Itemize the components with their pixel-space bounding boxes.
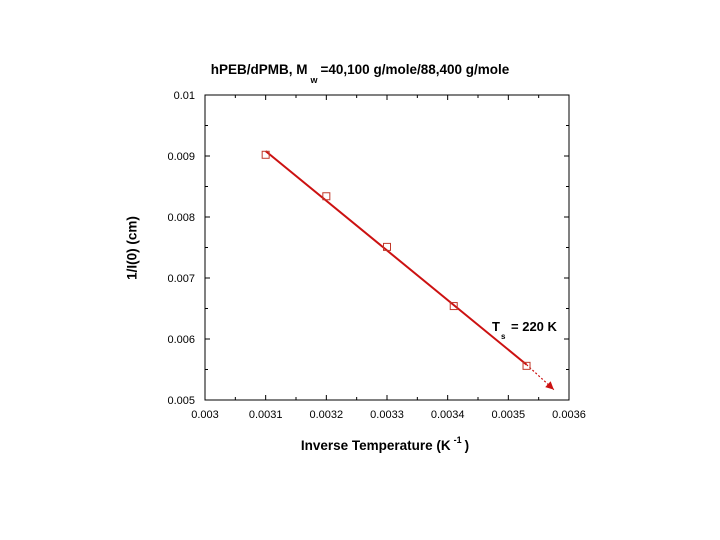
annotation-suffix: = 220 K [507,319,557,334]
x-axis-label-suffix: ) [464,438,470,453]
data-point [322,192,331,201]
chart-title-text: hPEB/dPMB, M [210,62,308,77]
data-point [261,150,270,159]
chart-title-suffix: =40,100 g/mole/88,400 g/mole [320,62,510,77]
annotation-ts: Ts = 220 K [492,319,557,341]
x-tick-label: 0.0034 [431,409,465,421]
chart-title: hPEB/dPMB, Mw=40,100 g/mole/88,400 g/mol… [0,62,720,85]
extrapolation-arrowhead [545,381,554,390]
data-point [522,361,531,370]
x-axis-label-text: Inverse Temperature (K [300,438,451,453]
y-tick-label: 0.009 [167,151,195,163]
y-tick-label: 0.005 [167,395,195,407]
data-point [383,242,391,251]
x-tick-label: 0.0031 [249,409,283,421]
data-point [449,302,458,311]
x-axis-label: Inverse Temperature (K -1) [0,435,720,453]
y-tick-label: 0.006 [167,334,195,346]
x-axis-label-superscript: -1 [453,435,462,445]
x-tick-label: 0.003 [191,409,219,421]
y-tick-label: 0.007 [167,273,195,285]
y-axis-label: 1/I(0) (cm) [124,216,140,280]
y-tick-label: 0.01 [174,90,195,102]
fit-line [265,150,528,366]
annotation-subscript: s [500,332,506,341]
x-tick-label: 0.0036 [552,409,586,421]
y-tick-label: 0.008 [167,212,195,224]
axes: 0.003 0.0031 0.0032 0.0033 0.0034 0.0035 0.003… [167,90,585,421]
marks [261,150,555,391]
annotation-prefix: T [492,319,500,334]
x-tick-label: 0.0035 [492,409,526,421]
x-tick-label: 0.0033 [370,409,404,421]
chart-title-subscript: w [310,75,318,85]
x-tick-label: 0.0032 [310,409,344,421]
